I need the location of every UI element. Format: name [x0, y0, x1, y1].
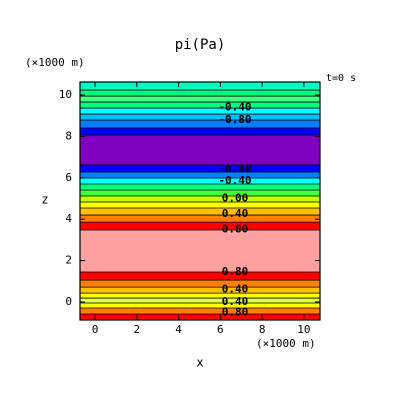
contour-band — [80, 196, 320, 203]
contour-label: -0.40 — [218, 70, 251, 83]
contour-label: 0.80 — [222, 223, 249, 236]
contour-band — [80, 313, 320, 320]
x-tick-label: 2 — [134, 323, 141, 336]
contour-band — [80, 271, 320, 281]
x-tick-label: 8 — [259, 323, 266, 336]
x-tick-label: 10 — [297, 323, 310, 336]
contour-band — [80, 96, 320, 103]
y-tick-label: 10 — [59, 88, 72, 101]
contour-band — [80, 102, 320, 109]
contour-band — [80, 108, 320, 115]
contour-band — [80, 208, 320, 216]
annotation: t=0 s — [326, 73, 356, 84]
x-tick-label: 4 — [175, 323, 182, 336]
contour-label: -0.40 — [218, 174, 251, 187]
contour-band — [80, 82, 320, 91]
contour-label: 0.40 — [222, 295, 249, 308]
x-tick-label: 0 — [92, 323, 99, 336]
contour-band — [80, 280, 320, 288]
contour-label: 0.80 — [222, 305, 249, 318]
y-tick-label: 4 — [65, 212, 72, 225]
contour-label: 0.80 — [222, 265, 249, 278]
contour-band — [80, 120, 320, 128]
contour-band — [80, 127, 320, 135]
contour-band — [80, 164, 320, 173]
y-axis-label: z — [41, 193, 48, 207]
contour-label: 0.40 — [222, 207, 249, 220]
contour-band — [80, 293, 320, 299]
plot-area: -0.40-0.40-0.80-0.80-0.400.000.400.800.8… — [80, 70, 320, 320]
contour-band — [80, 303, 320, 308]
contour-band — [80, 222, 320, 230]
contour-label: -0.80 — [218, 163, 251, 176]
contour-band — [80, 178, 320, 185]
frame — [79, 81, 321, 321]
y-unit: (×1000 m) — [25, 56, 85, 69]
y-tick-label: 8 — [65, 129, 72, 142]
contour-band — [80, 114, 320, 121]
contour-band — [80, 202, 320, 209]
contour-band — [80, 307, 320, 314]
contour-band — [80, 172, 320, 179]
contour-band — [80, 215, 320, 223]
y-tick-label: 2 — [65, 254, 72, 267]
contour-band — [80, 298, 320, 304]
contour-band — [80, 229, 320, 272]
contour-label: 0.00 — [222, 192, 249, 205]
y-tick-label: 0 — [65, 295, 72, 308]
y-tick-label: 6 — [65, 171, 72, 184]
contour-band — [80, 190, 320, 197]
contour-band — [80, 287, 320, 294]
x-tick-label: 6 — [217, 323, 224, 336]
contour-label: -0.80 — [218, 113, 251, 126]
contour-band — [80, 134, 320, 165]
contour-band — [80, 184, 320, 191]
contour-label: 0.40 — [222, 283, 249, 296]
x-axis-label: x — [196, 356, 203, 370]
chart-title: pi(Pa) — [175, 37, 226, 53]
contour-label: -0.40 — [218, 100, 251, 113]
contour-band — [80, 90, 320, 97]
x-unit: (×1000 m) — [256, 337, 316, 350]
